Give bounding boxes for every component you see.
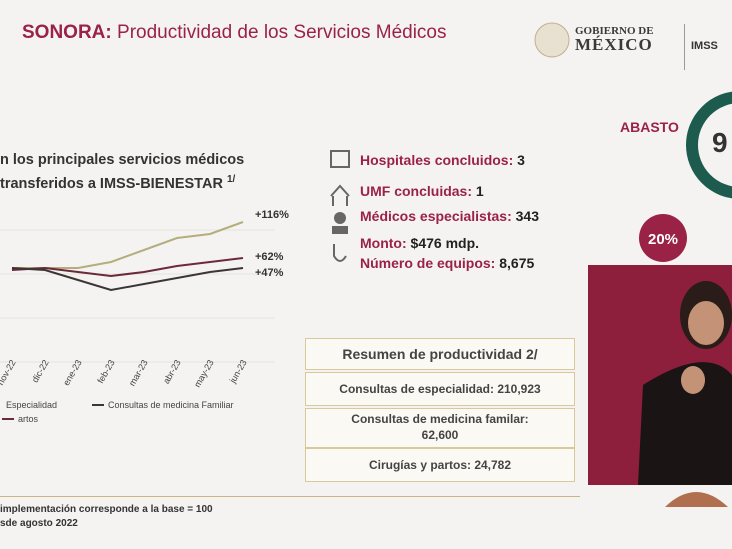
gov-logo: GOBIERNO DE MÉXICO	[575, 25, 654, 54]
stat-text: 1	[475, 183, 484, 199]
value-label: +47%	[255, 267, 284, 279]
summary-row: Cirugías y partos: 24,782	[305, 448, 575, 482]
summary-title: Resumen de productividad 2/	[305, 338, 575, 370]
stat-text: $476 mdp.	[410, 235, 480, 251]
line	[12, 221, 244, 269]
divider	[0, 496, 580, 497]
abasto-label: ABASTO	[620, 119, 679, 135]
stat-text: 8,675	[499, 255, 535, 271]
stat: Médicos especialistas: 343	[360, 208, 539, 224]
legend-label: Consultas de medicina Familiar	[108, 400, 234, 410]
abasto: ABASTO 9 20%	[620, 91, 732, 262]
stat-text: UMF concluidas:	[360, 183, 473, 199]
stat: Hospitales concluidos: 3	[360, 152, 525, 168]
abasto-value: 9	[712, 127, 728, 158]
line	[11, 267, 244, 292]
emblem	[534, 22, 570, 58]
stat: Monto: $476 mdp.	[360, 235, 479, 251]
stat-text: 343	[515, 208, 539, 224]
line	[11, 257, 244, 278]
stat-text: Monto:	[360, 235, 407, 251]
value-label: +116%	[255, 209, 289, 221]
stat-text: Hospitales concluidos:	[360, 152, 514, 168]
imss-logo: IMSS	[684, 24, 721, 70]
legend-label: Especialidad	[6, 400, 57, 410]
abasto-small: 20%	[648, 231, 678, 248]
summary-row: Consultas de medicina familar: 62,600	[305, 408, 575, 448]
value-label: +62%	[255, 251, 284, 263]
summary-row: Consultas de especialidad: 210,923	[305, 372, 575, 406]
footnote: implementación corresponde a la base = 1…	[0, 504, 213, 515]
stat-text: 3	[517, 152, 525, 168]
icons	[330, 150, 350, 262]
legend-label: artos	[18, 414, 39, 424]
brand-mark	[665, 492, 728, 507]
stat: UMF concluidas: 1	[360, 183, 484, 199]
title: SONORA: Productividad de los Servicios M…	[22, 22, 447, 43]
chart-heading: n los principales servicios médicos trans…	[0, 152, 245, 192]
footnote: sde agosto 2022	[0, 518, 78, 529]
line-chart: nov-22 dic-22 ene-23 feb-23 mar-23 abr-23 may-…	[0, 209, 289, 424]
stat-text: Médicos especialistas:	[360, 208, 512, 224]
interpreter-video	[588, 265, 732, 485]
x-tick-label: may-23	[192, 358, 216, 389]
stat: Número de equipos: 8,675	[360, 255, 534, 271]
stat-text: Número de equipos:	[360, 255, 496, 271]
